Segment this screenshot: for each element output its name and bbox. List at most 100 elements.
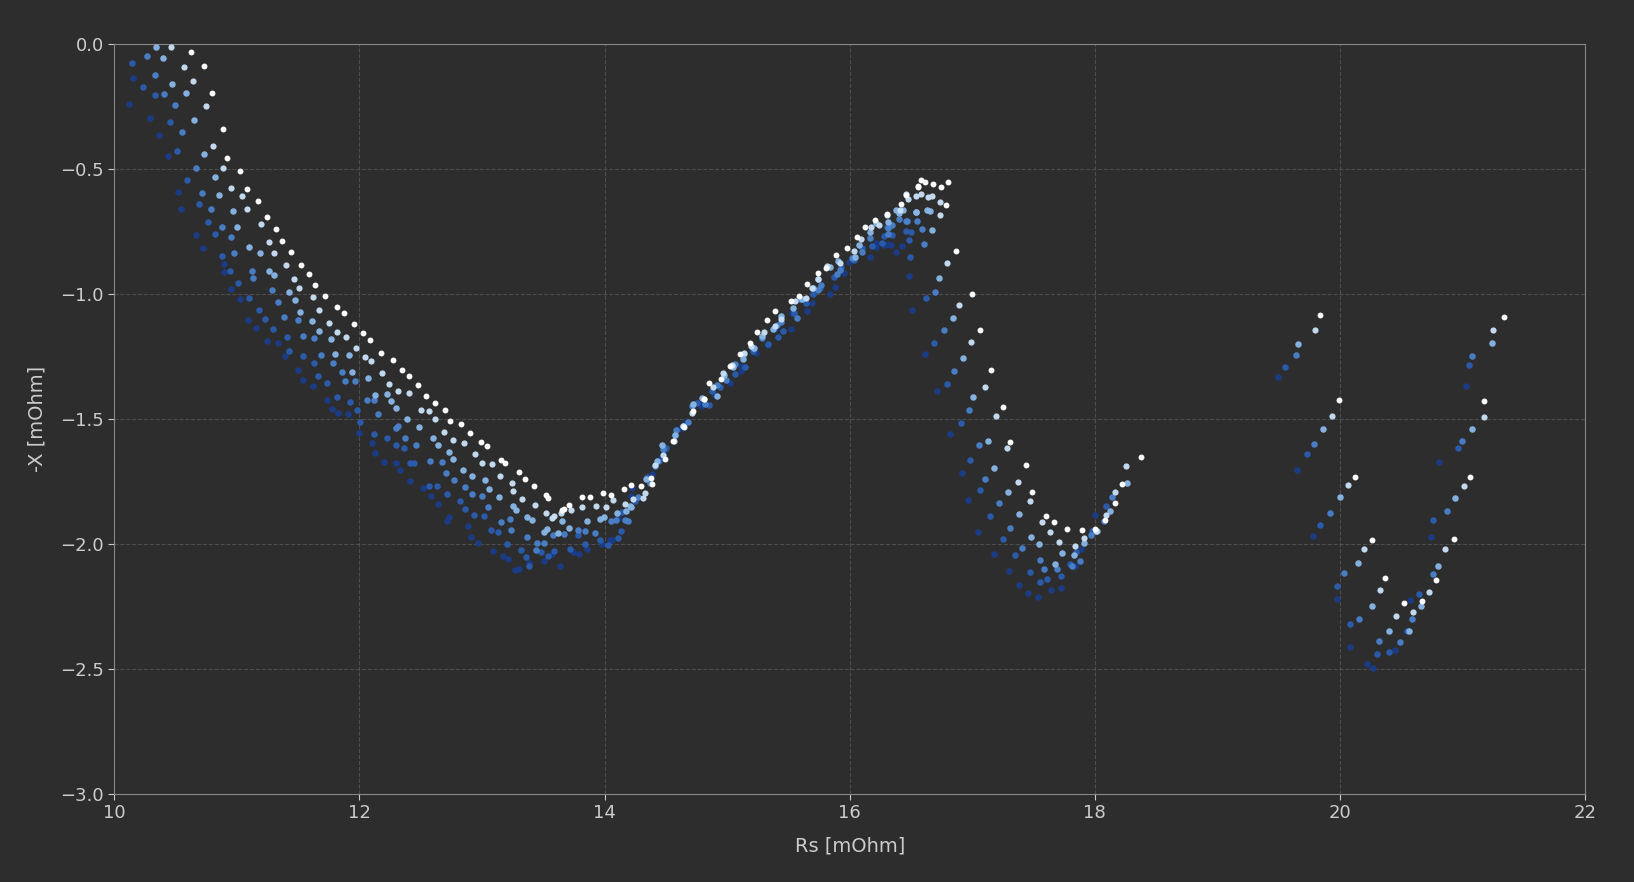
Point <box>1020 484 1046 498</box>
Point <box>361 393 387 407</box>
Point <box>497 512 523 526</box>
Point <box>193 100 219 114</box>
Point <box>799 296 825 310</box>
Point <box>306 303 332 317</box>
Point <box>977 509 1003 523</box>
Point <box>874 208 900 222</box>
Point <box>422 396 448 410</box>
Point <box>905 179 931 193</box>
Point <box>645 454 672 468</box>
Point <box>1083 524 1109 538</box>
Point <box>508 542 534 557</box>
Point <box>958 335 984 349</box>
Point <box>904 214 930 228</box>
Point <box>997 564 1023 579</box>
Point <box>567 547 593 561</box>
Point <box>675 415 701 429</box>
Point <box>395 386 422 400</box>
Point <box>786 289 812 303</box>
Point <box>1047 581 1074 595</box>
Point <box>255 210 281 224</box>
Point <box>982 408 1008 422</box>
Point <box>1324 592 1350 606</box>
Point <box>922 286 948 300</box>
Point <box>324 325 350 339</box>
Point <box>838 251 864 265</box>
Point <box>317 333 343 347</box>
Point <box>291 373 317 387</box>
Point <box>1007 578 1033 592</box>
Point <box>430 455 456 469</box>
Point <box>206 188 232 202</box>
Point <box>417 404 443 418</box>
Point <box>1082 521 1108 535</box>
Point <box>440 433 466 447</box>
Point <box>1373 571 1399 585</box>
Point <box>1307 518 1333 532</box>
Point <box>235 290 261 304</box>
Point <box>549 514 575 528</box>
Point <box>894 213 920 228</box>
Point <box>436 445 462 460</box>
Point <box>743 325 770 339</box>
Point <box>245 303 271 317</box>
Point <box>284 363 310 377</box>
Point <box>302 278 328 292</box>
Point <box>276 343 302 357</box>
Point <box>377 393 404 407</box>
Point <box>742 341 768 355</box>
Point <box>199 86 225 101</box>
Point <box>492 456 518 470</box>
Point <box>794 295 820 310</box>
Point <box>490 549 516 564</box>
Point <box>356 333 382 348</box>
Point <box>925 384 951 398</box>
Point <box>520 513 546 527</box>
Point <box>598 514 624 528</box>
Point <box>997 436 1023 450</box>
Point <box>755 337 781 351</box>
Point <box>516 559 542 573</box>
Point <box>306 369 332 383</box>
Point <box>629 491 655 505</box>
Point <box>436 511 462 525</box>
Point <box>547 558 574 572</box>
Point <box>842 253 868 267</box>
Point <box>1033 509 1059 523</box>
Point <box>1026 553 1052 567</box>
Point <box>1078 527 1105 542</box>
Point <box>1435 505 1461 519</box>
Point <box>866 218 892 232</box>
Point <box>737 340 763 354</box>
Point <box>312 288 338 303</box>
Point <box>853 220 879 235</box>
Point <box>842 243 868 258</box>
Point <box>817 287 843 301</box>
Point <box>498 475 525 490</box>
Point <box>672 420 698 434</box>
Point <box>892 214 918 228</box>
Point <box>1016 494 1042 508</box>
Point <box>575 542 601 556</box>
Y-axis label: -X [mOhm]: -X [mOhm] <box>28 366 46 472</box>
Point <box>768 310 794 324</box>
Point <box>565 528 592 542</box>
Point <box>284 313 310 327</box>
Point <box>582 527 608 541</box>
Point <box>711 368 737 382</box>
Point <box>768 312 794 326</box>
Point <box>1459 348 1485 363</box>
Point <box>990 533 1016 547</box>
Point <box>557 542 583 557</box>
Point <box>1479 323 1505 337</box>
Point <box>1345 556 1371 570</box>
Point <box>418 490 444 504</box>
Point <box>541 509 567 523</box>
Point <box>1425 558 1451 572</box>
Point <box>905 180 931 194</box>
Point <box>590 486 616 500</box>
Point <box>235 241 261 255</box>
Point <box>461 508 487 522</box>
Point <box>887 197 913 211</box>
Point <box>1394 624 1420 639</box>
